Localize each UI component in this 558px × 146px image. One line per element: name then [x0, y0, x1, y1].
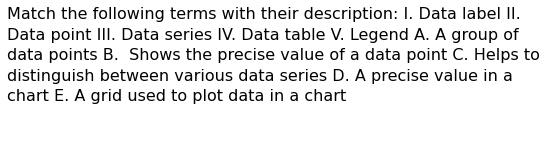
Text: Match the following terms with their description: I. Data label II.
Data point I: Match the following terms with their des…	[7, 7, 540, 104]
